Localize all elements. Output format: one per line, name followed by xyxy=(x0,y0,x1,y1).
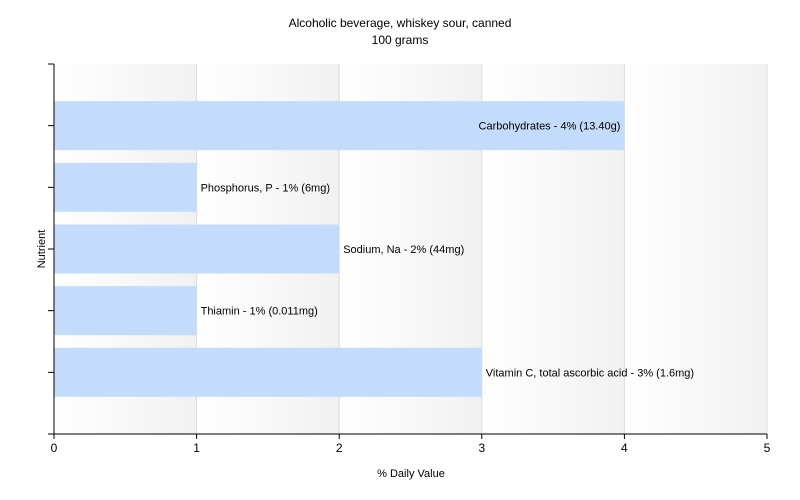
x-tick-label: 1 xyxy=(193,441,200,455)
bar-label: Sodium, Na - 2% (44mg) xyxy=(343,244,464,256)
bar-label: Thiamin - 1% (0.011mg) xyxy=(201,306,318,318)
x-tick-label: 0 xyxy=(51,441,58,455)
bar xyxy=(54,347,482,397)
bars xyxy=(54,101,625,397)
x-tick-label: 2 xyxy=(336,441,343,455)
bar-label: Vitamin C, total ascorbic acid - 3% (1.6… xyxy=(486,367,694,379)
grid-band xyxy=(624,64,767,434)
x-tick-label: 5 xyxy=(764,441,771,455)
x-tick-label: 4 xyxy=(621,441,628,455)
bar xyxy=(54,286,197,336)
labels: Alcoholic beverage, whiskey sour, canned… xyxy=(36,16,771,480)
chart-subtitle: 100 grams xyxy=(372,33,429,47)
x-tick-label: 3 xyxy=(478,441,485,455)
axes xyxy=(48,63,768,439)
bar-label: Carbohydrates - 4% (13.40g) xyxy=(479,121,621,133)
bar xyxy=(54,101,625,151)
bar xyxy=(54,162,197,212)
y-axis-title: Nutrient xyxy=(36,230,48,269)
x-axis-title: % Daily Value xyxy=(377,468,445,480)
bar xyxy=(54,224,340,274)
chart-title: Alcoholic beverage, whiskey sour, canned xyxy=(289,16,512,30)
bar-label: Phosphorus, P - 1% (6mg) xyxy=(201,182,330,194)
